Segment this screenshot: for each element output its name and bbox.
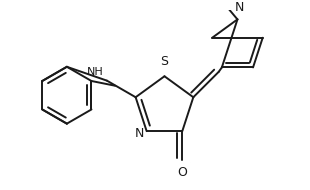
Text: NH: NH [87,67,104,77]
Text: N: N [235,1,244,14]
Text: N: N [134,127,144,139]
Text: O: O [177,166,187,179]
Text: S: S [161,55,168,68]
